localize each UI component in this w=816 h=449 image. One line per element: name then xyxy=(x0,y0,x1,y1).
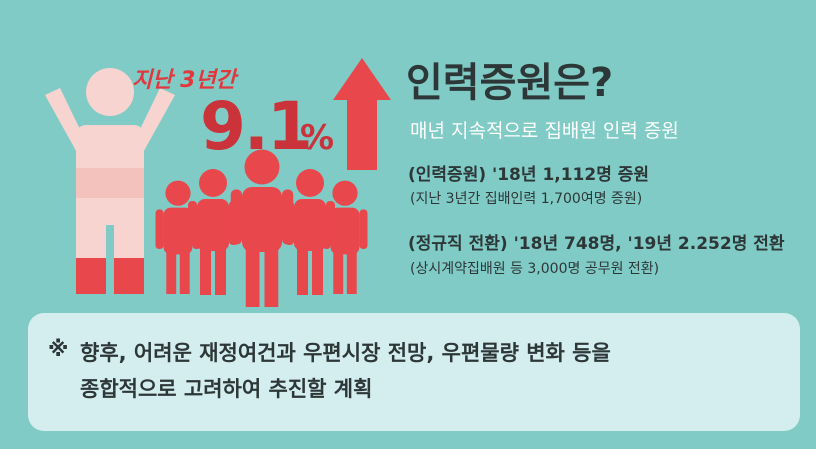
big-person xyxy=(45,68,175,294)
people-group xyxy=(155,149,368,307)
badge-period: 지난 3년간 xyxy=(132,68,236,93)
item-sub: (지난 3년간 집배인력 1,700여명 증원) xyxy=(410,191,643,207)
subtitle: 매년 지속적으로 집배원 인력 증원 xyxy=(410,120,679,142)
item-main: (인력증원) '18년 1,112명 증원 xyxy=(408,165,650,185)
note-line: 종합적으로 고려하여 추진할 계획 xyxy=(80,377,373,401)
item-main: (정규직 전환) '18년 748명, '19년 2.252명 전환 xyxy=(408,234,785,254)
title: 인력증원은? xyxy=(406,60,614,106)
item-sub: (상시계약집배원 등 3,000명 공무원 전환) xyxy=(410,261,660,277)
up-arrow xyxy=(333,58,391,170)
badge-number: 9.1 xyxy=(200,88,313,165)
badge-unit: % xyxy=(300,118,335,158)
note-line: 향후, 어려운 재정여건과 우편시장 전망, 우편물량 변화 등을 xyxy=(80,341,611,365)
note-box xyxy=(28,313,800,431)
note-mark: ※ xyxy=(48,337,69,361)
